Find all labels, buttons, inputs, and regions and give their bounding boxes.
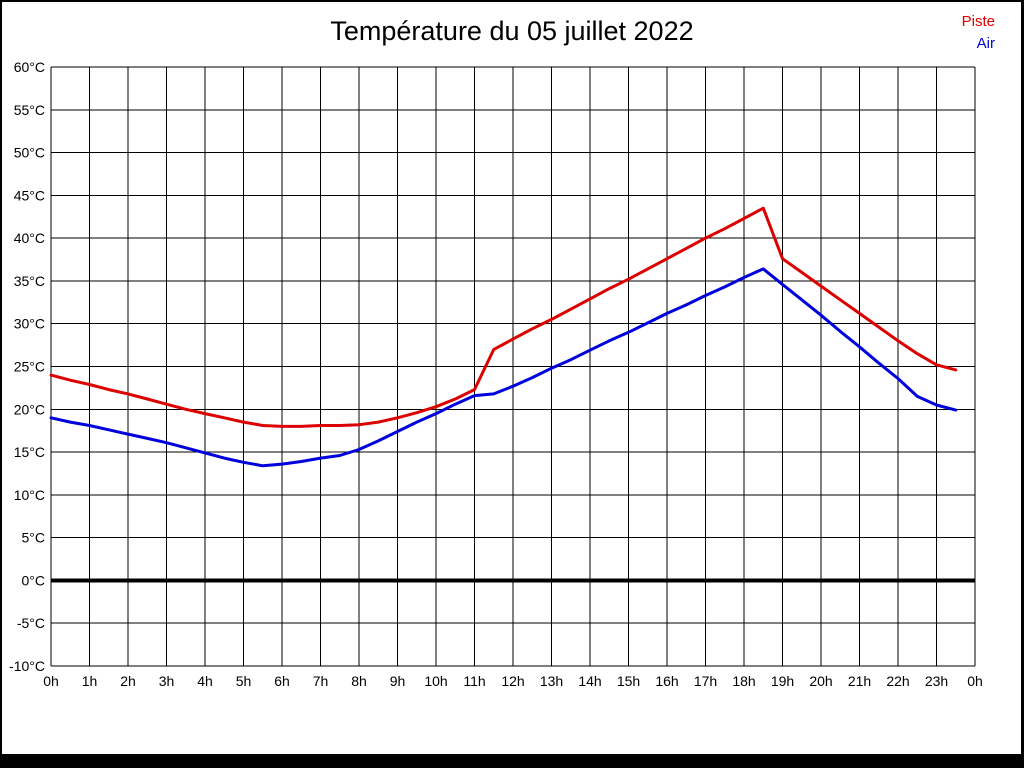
y-tick-label: 45°C — [14, 187, 45, 203]
frame-border-top — [0, 0, 1024, 2]
x-tick-label: 11h — [463, 673, 485, 689]
x-tick-label: 15h — [617, 673, 640, 689]
x-tick-label: 5h — [236, 673, 252, 689]
y-tick-label: 30°C — [14, 316, 45, 332]
frame-bottom-bar — [0, 754, 1024, 768]
y-tick-label: 20°C — [14, 401, 45, 417]
y-tick-label: 35°C — [14, 273, 45, 289]
y-tick-label: -10°C — [9, 658, 45, 674]
legend: Piste Air — [962, 11, 995, 55]
x-tick-label: 1h — [82, 673, 98, 689]
x-tick-label: 0h — [43, 673, 59, 689]
x-tick-label: 8h — [351, 673, 367, 689]
x-tick-label: 20h — [809, 673, 832, 689]
x-tick-label: 18h — [732, 673, 755, 689]
y-tick-label: 0°C — [22, 572, 46, 588]
x-tick-label: 22h — [886, 673, 909, 689]
y-axis-tick-labels: 60°C 55°C 50°C 45°C 40°C 35°C 30°C 25°C 20°C 15°C… — [9, 59, 45, 674]
legend-item-air: Air — [976, 35, 995, 52]
grid-lines — [50, 66, 976, 667]
x-tick-label: 12h — [501, 673, 524, 689]
frame-border-left — [0, 0, 2, 768]
x-tick-label: 16h — [655, 673, 678, 689]
y-tick-label: 5°C — [22, 530, 46, 546]
y-tick-label: 50°C — [14, 145, 45, 161]
x-tick-label: 6h — [274, 673, 290, 689]
y-tick-label: 60°C — [14, 59, 45, 75]
x-tick-label: 3h — [159, 673, 175, 689]
frame-border-right — [1021, 0, 1024, 768]
x-tick-label: 9h — [390, 673, 406, 689]
x-tick-label: 7h — [313, 673, 329, 689]
y-tick-label: 10°C — [14, 487, 45, 503]
y-tick-label: 40°C — [14, 230, 45, 246]
x-tick-label: 14h — [578, 673, 601, 689]
x-tick-label: 13h — [540, 673, 563, 689]
x-tick-label: 23h — [925, 673, 948, 689]
x-tick-label: 21h — [848, 673, 871, 689]
y-tick-label: 25°C — [14, 359, 45, 375]
series-line-piste — [49, 206, 958, 428]
x-tick-label: 19h — [771, 673, 794, 689]
x-tick-label: 0h — [967, 673, 983, 689]
x-axis-tick-labels: 0h 1h 2h 3h 4h 5h 6h 7h 8h 9h 10h 11h 12h 13h 14h 15h 16… — [43, 673, 983, 689]
chart-title: Température du 05 juillet 2022 — [330, 16, 694, 46]
series-line-air — [49, 267, 958, 468]
y-tick-label: 55°C — [14, 102, 45, 118]
x-tick-label: 4h — [197, 673, 213, 689]
x-tick-label: 10h — [424, 673, 447, 689]
y-tick-label: -5°C — [17, 615, 45, 631]
y-tick-label: 15°C — [14, 444, 45, 460]
x-tick-label: 17h — [694, 673, 717, 689]
x-tick-label: 2h — [120, 673, 136, 689]
legend-item-piste: Piste — [961, 13, 995, 30]
